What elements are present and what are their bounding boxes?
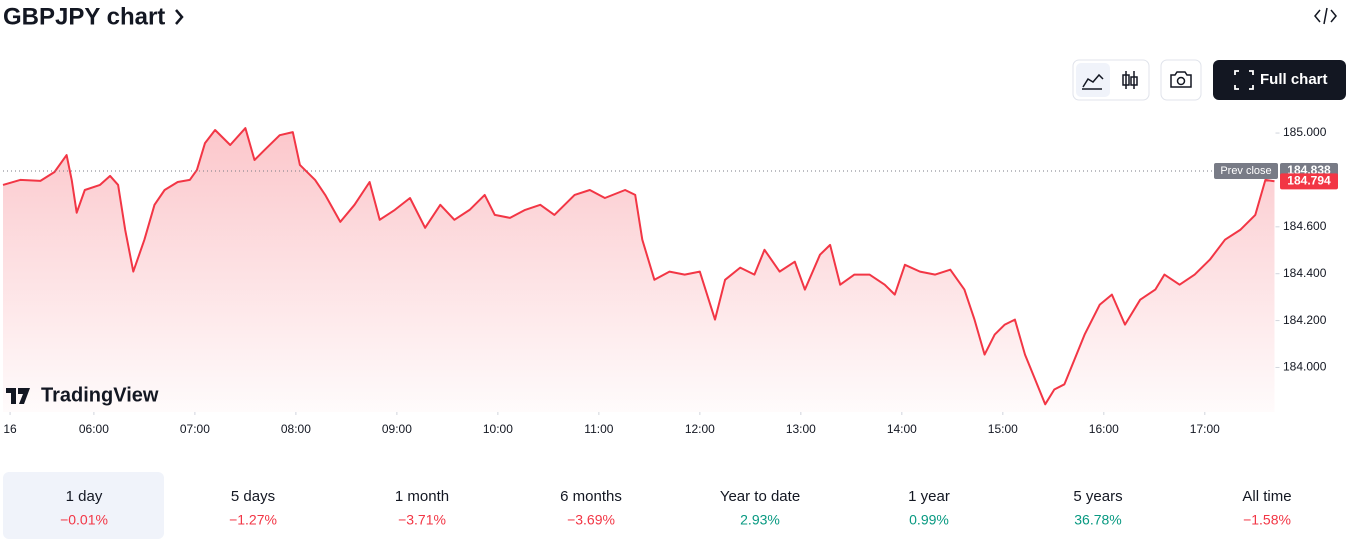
tab-change: −1.27% xyxy=(229,512,277,528)
plot: 184.000 184.200 184.400 184.600 185.000 16 06:… xyxy=(2,125,1338,436)
tab[interactable] xyxy=(680,472,840,539)
tab-label: 5 years xyxy=(1073,488,1122,505)
snapshot-button[interactable] xyxy=(1160,59,1202,101)
prev-close-label: Prev close xyxy=(1220,165,1271,177)
x-tick-label: 16:00 xyxy=(1089,422,1119,436)
tab-label: 5 days xyxy=(231,488,275,505)
camera-lens xyxy=(1176,76,1186,86)
tab[interactable] xyxy=(4,472,164,539)
embed-icon[interactable] xyxy=(1314,7,1337,25)
x-tick-label: 08:00 xyxy=(281,422,311,436)
y-tick-label: 185.000 xyxy=(1283,125,1327,139)
prev-close-tag xyxy=(1214,163,1278,180)
line-style-button[interactable] xyxy=(1076,63,1110,97)
tab-change: −3.71% xyxy=(398,512,446,528)
candle-icon[interactable] xyxy=(1122,71,1138,89)
tab[interactable] xyxy=(1187,472,1347,539)
tab-label: 1 day xyxy=(66,488,103,505)
tab[interactable] xyxy=(342,472,502,539)
tab-label: Year to date xyxy=(720,488,800,505)
price-line xyxy=(2,127,1275,406)
x-tick-label: 16 xyxy=(3,422,17,436)
tab-change: −0.01% xyxy=(60,512,108,528)
tab-change: −3.69% xyxy=(567,512,615,528)
x-tick-label: 15:00 xyxy=(988,422,1018,436)
tab-label: All time xyxy=(1242,488,1291,505)
area xyxy=(3,128,1275,412)
x-tick-label: 12:00 xyxy=(685,422,715,436)
tab-label: 1 month xyxy=(395,488,449,505)
period-tabs: 1 day −0.01% 5 days −1.27% 1 month −3.71% 6 mo… xyxy=(3,472,1347,539)
y-tick-label: 184.400 xyxy=(1283,266,1327,280)
last-price: 184.794 xyxy=(1287,174,1331,188)
tab[interactable] xyxy=(173,472,333,539)
tab-change: 36.78% xyxy=(1074,512,1121,528)
tab[interactable] xyxy=(1018,472,1178,539)
tab-change: 2.93% xyxy=(740,512,780,528)
full-chart-label: Full chart xyxy=(1260,71,1328,88)
full-chart-button[interactable] xyxy=(1213,60,1346,100)
last-price-tag xyxy=(1280,173,1338,190)
line-icon xyxy=(1082,73,1104,90)
x-tick-label: 09:00 xyxy=(382,422,412,436)
tab-label: 1 year xyxy=(908,488,950,505)
tv-logo xyxy=(6,388,30,404)
tab-active-bg xyxy=(3,472,164,539)
y-tick-label: 184.200 xyxy=(1283,313,1327,327)
x-tick-label: 10:00 xyxy=(483,422,513,436)
fullscreen-icon xyxy=(1234,70,1254,90)
tab-label: 6 months xyxy=(560,488,622,505)
tab-change: 0.99% xyxy=(909,512,949,528)
tab-change: −1.58% xyxy=(1243,512,1291,528)
x-tick-label: 07:00 xyxy=(180,422,210,436)
y-tick-label: 184.000 xyxy=(1283,360,1327,374)
camera-icon xyxy=(1170,71,1192,88)
x-tick-label: 06:00 xyxy=(79,422,109,436)
watermark: TradingView xyxy=(41,384,159,406)
tab[interactable] xyxy=(511,472,671,539)
x-tick-label: 13:00 xyxy=(786,422,816,436)
x-tick-label: 17:00 xyxy=(1190,422,1220,436)
x-tick-label: 14:00 xyxy=(887,422,917,436)
tab[interactable] xyxy=(849,472,1009,539)
x-tick-label: 11:00 xyxy=(584,422,613,436)
title[interactable]: GBPJPY chart xyxy=(3,3,165,30)
y-tick-label: 184.600 xyxy=(1283,219,1327,233)
title-chevron xyxy=(175,9,184,25)
